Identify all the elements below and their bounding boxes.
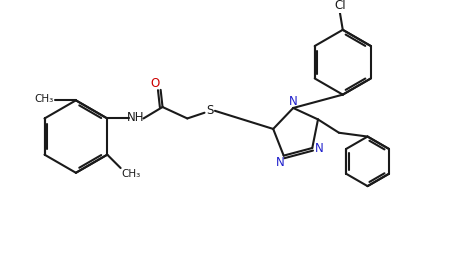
Text: CH₃: CH₃	[35, 94, 54, 104]
Text: NH: NH	[127, 111, 145, 124]
Text: S: S	[207, 104, 214, 117]
Text: N: N	[315, 141, 324, 154]
Text: O: O	[151, 77, 160, 90]
Text: N: N	[289, 95, 298, 108]
Text: Cl: Cl	[334, 0, 346, 12]
Text: N: N	[275, 156, 284, 169]
Text: CH₃: CH₃	[122, 169, 141, 179]
